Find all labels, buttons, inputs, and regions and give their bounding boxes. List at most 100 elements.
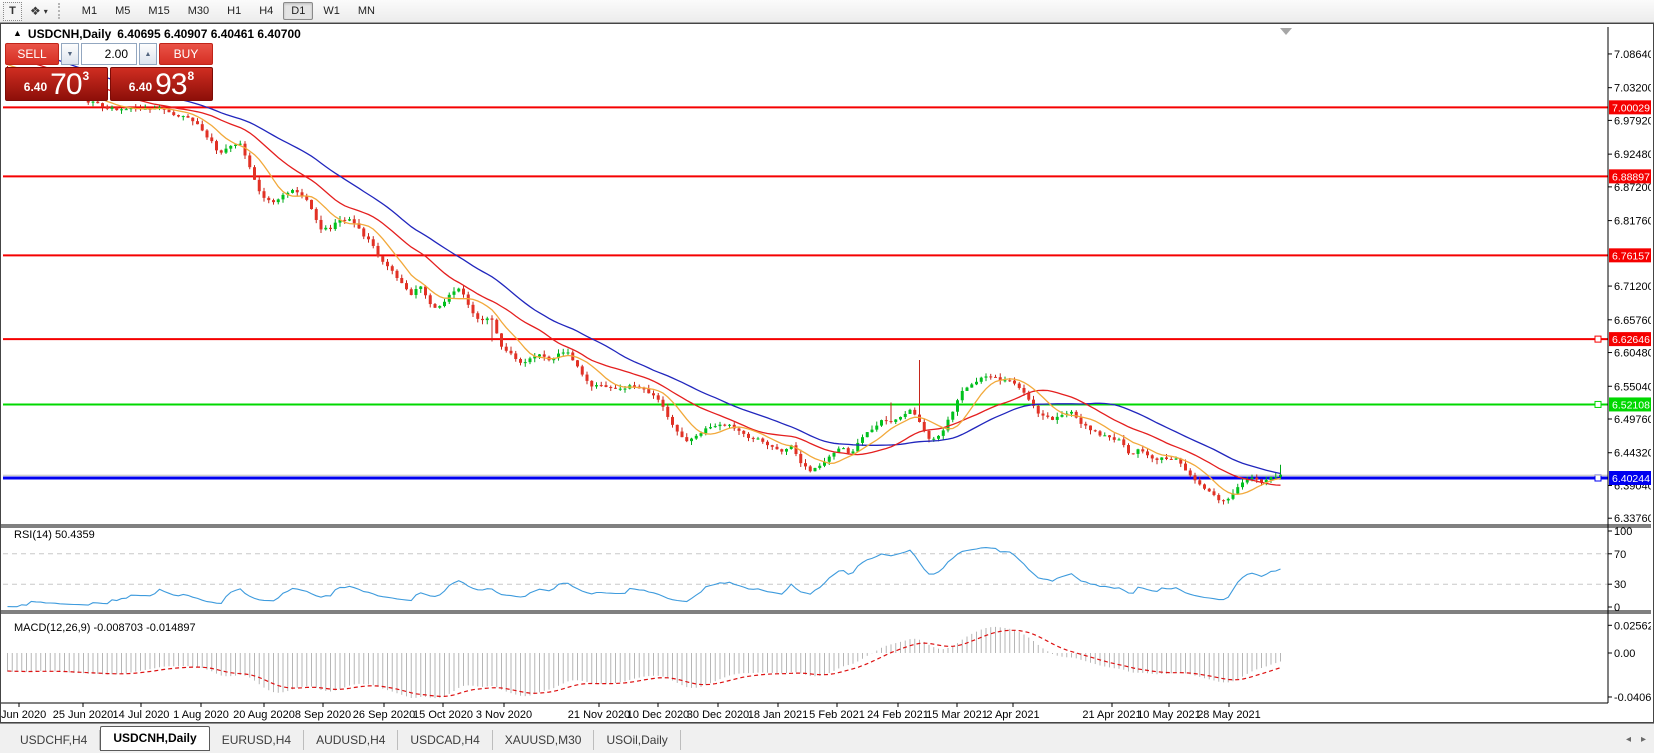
- chart-window: 7.08640 7.03200 6.97920 6.92480 6.87200 6.817…: [0, 23, 1654, 723]
- chart-tab-usdcad-h4[interactable]: USDCAD,H4: [398, 730, 493, 750]
- chart-tab-audusd-h4[interactable]: AUDUSD,H4: [304, 730, 399, 750]
- svg-text:0.025623: 0.025623: [1614, 620, 1651, 632]
- svg-text:21 Apr 2021: 21 Apr 2021: [1082, 709, 1141, 721]
- chart-tab-usdchf-h4[interactable]: USDCHF,H4: [8, 730, 101, 750]
- svg-text:6.87200: 6.87200: [1614, 182, 1651, 194]
- chart-canvas[interactable]: 7.08640 7.03200 6.97920 6.92480 6.87200 6.817…: [1, 24, 1651, 721]
- svg-text:24 Feb 2021: 24 Feb 2021: [867, 709, 929, 721]
- svg-text:0: 0: [1614, 602, 1620, 614]
- svg-text:26 Sep 2020: 26 Sep 2020: [353, 709, 415, 721]
- svg-text:6.92480: 6.92480: [1614, 149, 1651, 161]
- svg-text:8 Sep 2020: 8 Sep 2020: [295, 709, 351, 721]
- timeframe-button-h1[interactable]: H1: [227, 5, 242, 17]
- lots-decrease-button[interactable]: ▼: [61, 43, 79, 65]
- svg-text:10 May 2021: 10 May 2021: [1137, 709, 1201, 721]
- tab-scroll-buttons: ◂ ▸: [1626, 734, 1646, 745]
- timeframe-button-d1[interactable]: D1: [283, 2, 314, 20]
- chart-tab-usoil-daily[interactable]: USOil,Daily: [594, 730, 681, 750]
- svg-text:28 May 2021: 28 May 2021: [1197, 709, 1261, 721]
- svg-text:6.40244: 6.40244: [1612, 473, 1650, 485]
- svg-text:20 Aug 2020: 20 Aug 2020: [233, 709, 295, 721]
- svg-text:14 Jul 2020: 14 Jul 2020: [113, 709, 170, 721]
- arrows-tool-button[interactable]: ❖ ▾: [30, 4, 48, 18]
- svg-text:0.00: 0.00: [1614, 648, 1635, 660]
- timeframe-button-mn[interactable]: MN: [357, 5, 375, 17]
- sell-price-pips: 70: [50, 68, 82, 101]
- svg-text:7.03200: 7.03200: [1614, 83, 1651, 95]
- buy-price-prefix: 6.40: [128, 80, 153, 94]
- svg-text:6.65760: 6.65760: [1614, 315, 1651, 327]
- rsi-indicator-label: RSI(14) 50.4359: [14, 529, 95, 541]
- tab-scroll-left-icon[interactable]: ◂: [1625, 734, 1631, 745]
- toolbar-grip: [57, 3, 65, 19]
- svg-text:6.52108: 6.52108: [1612, 399, 1650, 411]
- svg-text:6.76157: 6.76157: [1612, 250, 1650, 262]
- macd-pane: [7, 626, 1281, 699]
- svg-text:7.08640: 7.08640: [1614, 49, 1651, 61]
- chart-symbol-label: USDCNH,Daily: [27, 27, 112, 41]
- chart-symbol-icon: ▲: [13, 28, 22, 38]
- svg-text:6.55040: 6.55040: [1614, 381, 1651, 393]
- svg-text:15 Mar 2021: 15 Mar 2021: [926, 709, 988, 721]
- top-toolbar: T ❖ ▾ M1 M5 M15 M30 H1 H4 D1 W1 MN: [0, 0, 1654, 23]
- svg-text:6.60480: 6.60480: [1614, 348, 1651, 360]
- svg-text:30 Dec 2020: 30 Dec 2020: [687, 709, 749, 721]
- sell-price-prefix: 6.40: [23, 80, 48, 94]
- shift-marker-icon[interactable]: [1280, 28, 1292, 35]
- svg-text:18 Jan 2021: 18 Jan 2021: [748, 709, 809, 721]
- svg-text:6.88897: 6.88897: [1612, 171, 1650, 183]
- svg-text:5 Feb 2021: 5 Feb 2021: [809, 709, 865, 721]
- svg-text:100: 100: [1614, 526, 1632, 538]
- buy-button[interactable]: BUY: [159, 43, 213, 65]
- timeframe-button-m5[interactable]: M5: [115, 5, 131, 17]
- svg-text:6.71200: 6.71200: [1614, 281, 1651, 293]
- macd-indicator-label: MACD(12,26,9) -0.008703 -0.014897: [14, 622, 196, 634]
- svg-text:70: 70: [1614, 549, 1626, 561]
- svg-text:6.62646: 6.62646: [1612, 334, 1650, 346]
- chart-tab-bar: USDCHF,H4 USDCNH,Daily EURUSD,H4 AUDUSD,H4 U…: [0, 723, 1654, 753]
- buy-price-box[interactable]: 6.40 93 8: [110, 67, 213, 101]
- svg-text:30: 30: [1614, 579, 1626, 591]
- buy-price-point: 8: [187, 69, 195, 83]
- lots-increase-button[interactable]: ▲: [139, 43, 157, 65]
- svg-text:6.44320: 6.44320: [1614, 448, 1651, 460]
- timeframe-button-m30[interactable]: M30: [187, 5, 210, 17]
- svg-text:6.49760: 6.49760: [1614, 414, 1651, 426]
- price-pane: [3, 42, 1608, 505]
- chart-tab-usdcnh-daily[interactable]: USDCNH,Daily: [100, 726, 210, 751]
- svg-text:6 Jun 2020: 6 Jun 2020: [1, 709, 46, 721]
- chart-title: ▲ USDCNH,Daily 6.40695 6.40907 6.40461 6…: [13, 27, 301, 41]
- axes-layer: 7.08640 7.03200 6.97920 6.92480 6.87200 6.817…: [1, 27, 1651, 721]
- svg-text:15 Oct 2020: 15 Oct 2020: [413, 709, 473, 721]
- sell-button[interactable]: SELL: [5, 43, 59, 65]
- svg-text:3 Nov 2020: 3 Nov 2020: [476, 709, 532, 721]
- svg-text:6.97920: 6.97920: [1614, 115, 1651, 127]
- svg-text:1 Aug 2020: 1 Aug 2020: [173, 709, 229, 721]
- text-tool-icon[interactable]: T: [3, 1, 22, 21]
- rsi-pane: [3, 547, 1608, 608]
- chart-tab-xauusd-m30[interactable]: XAUUSD,M30: [493, 730, 595, 750]
- timeframe-button-w1[interactable]: W1: [323, 5, 340, 17]
- svg-text:7.00029: 7.00029: [1612, 102, 1650, 114]
- timeframe-button-m15[interactable]: M15: [148, 5, 170, 17]
- chart-tab-eurusd-h4[interactable]: EURUSD,H4: [210, 730, 305, 750]
- svg-text:2 Apr 2021: 2 Apr 2021: [986, 709, 1039, 721]
- one-click-trading-panel: SELL ▼ 2.00 ▲ BUY 6.40 70 3 6.40 93 8: [5, 43, 213, 101]
- chart-ohlc-values: 6.40695 6.40907 6.40461 6.40700: [117, 27, 301, 41]
- sell-price-point: 3: [82, 69, 90, 83]
- svg-text:25 Jun 2020: 25 Jun 2020: [53, 709, 114, 721]
- tab-scroll-right-icon[interactable]: ▸: [1640, 734, 1646, 745]
- buy-price-pips: 93: [155, 68, 187, 101]
- svg-text:6.81760: 6.81760: [1614, 216, 1651, 228]
- svg-text:21 Nov 2020: 21 Nov 2020: [568, 709, 630, 721]
- timeframe-toolbar: M1 M5 M15 M30 H1 H4 D1 W1 MN: [73, 2, 384, 20]
- chevron-down-icon: ▾: [43, 6, 48, 16]
- svg-text:10 Dec 2020: 10 Dec 2020: [627, 709, 689, 721]
- svg-text:6.33760: 6.33760: [1614, 513, 1651, 525]
- sell-price-box[interactable]: 6.40 70 3: [5, 67, 108, 101]
- timeframe-button-h4[interactable]: H4: [259, 5, 274, 17]
- timeframe-button-m1[interactable]: M1: [81, 5, 98, 17]
- arrows-icon: ❖: [30, 4, 41, 18]
- lots-input[interactable]: 2.00: [81, 43, 137, 65]
- svg-text:-0.040687: -0.040687: [1614, 692, 1651, 704]
